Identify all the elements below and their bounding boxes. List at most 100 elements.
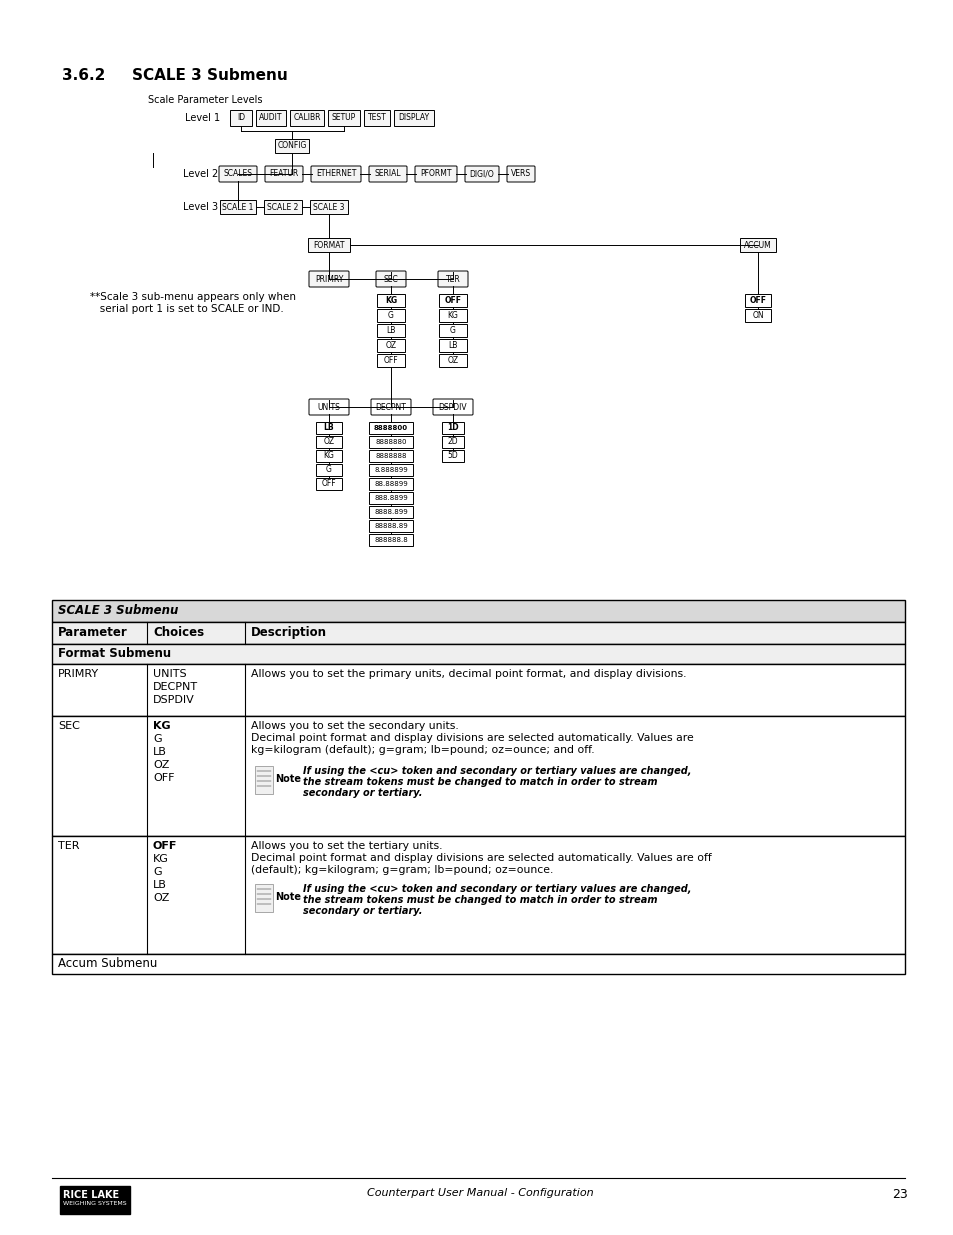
Text: SCALE 2: SCALE 2 [267,203,298,211]
Bar [315,422,341,433]
Text: LB: LB [386,326,395,335]
Text: RICE LAKE: RICE LAKE [63,1191,119,1200]
Text: 3.6.2: 3.6.2 [62,68,105,83]
Text: Decimal point format and display divisions are selected automatically. Values ar: Decimal point format and display divisio… [251,734,693,743]
Text: SEC: SEC [383,274,398,284]
Bar [52,622,904,643]
Text: UNITS: UNITS [317,403,340,411]
Bar [275,140,309,153]
Bar [315,464,341,475]
Bar [369,520,413,532]
Text: OZ: OZ [323,437,335,447]
Text: 23: 23 [891,1188,907,1200]
Text: Format Submenu: Format Submenu [58,647,171,659]
FancyBboxPatch shape [265,165,303,182]
Bar [52,600,904,622]
Text: kg=kilogram (default); g=gram; lb=pound; oz=ounce; and off.: kg=kilogram (default); g=gram; lb=pound;… [251,745,594,755]
Text: Accum Submenu: Accum Submenu [58,957,157,969]
Text: (default); kg=kilogram; g=gram; lb=pound; oz=ounce.: (default); kg=kilogram; g=gram; lb=pound… [251,864,553,876]
Bar [441,450,463,462]
FancyBboxPatch shape [309,270,349,287]
Bar [441,436,463,448]
Bar [376,294,405,308]
Bar [369,464,413,475]
Text: DECPNT: DECPNT [152,682,198,692]
Text: G: G [388,311,394,320]
Bar [369,534,413,546]
Bar [740,238,775,252]
Text: G: G [326,466,332,474]
Bar [376,354,405,367]
Text: OZ: OZ [385,341,396,350]
Text: 888.8899: 888.8899 [374,495,408,501]
Text: LB: LB [448,341,457,350]
Bar [52,953,904,974]
Text: SERIAL: SERIAL [375,169,401,179]
Bar [52,643,904,664]
Bar [220,200,255,214]
Text: 5D: 5D [447,452,457,461]
Text: PRIMRY: PRIMRY [314,274,343,284]
Bar [254,766,273,794]
Text: OZ: OZ [152,893,170,903]
Bar [441,422,463,433]
Text: **Scale 3 sub-menu appears only when
   serial port 1 is set to SCALE or IND.: **Scale 3 sub-menu appears only when ser… [90,291,295,314]
Text: Parameter: Parameter [58,626,128,638]
Text: WEIGHING SYSTEMS: WEIGHING SYSTEMS [63,1200,127,1207]
FancyBboxPatch shape [369,165,407,182]
Text: UNITS: UNITS [152,669,187,679]
Bar [369,436,413,448]
FancyBboxPatch shape [437,270,468,287]
Text: Level 3: Level 3 [183,203,218,212]
Text: Level 2: Level 2 [183,169,218,179]
Text: LB: LB [323,424,334,432]
Text: ON: ON [751,311,763,320]
Text: DECPNT: DECPNT [375,403,406,411]
Bar [376,338,405,352]
Text: FEATUR: FEATUR [269,169,298,179]
FancyBboxPatch shape [433,399,473,415]
Text: 1D: 1D [447,424,458,432]
Text: DIGI/O: DIGI/O [469,169,494,179]
Text: OFF: OFF [749,296,765,305]
Text: SCALE 3 Submenu: SCALE 3 Submenu [58,604,178,618]
Text: PFORMT: PFORMT [420,169,452,179]
Text: LB: LB [152,747,167,757]
Text: TEST: TEST [367,114,386,122]
Bar [438,294,467,308]
Bar [438,354,467,367]
Text: 88888.89: 88888.89 [374,522,408,529]
Text: Description: Description [251,626,327,638]
Text: KG: KG [152,721,171,731]
Text: the stream tokens must be changed to match in order to stream: the stream tokens must be changed to mat… [303,777,657,787]
Bar [744,309,770,322]
Bar [376,324,405,337]
Text: FORMAT: FORMAT [313,241,344,249]
Bar [744,294,770,308]
Text: 8888880: 8888880 [375,438,406,445]
Text: Allows you to set the primary units, decimal point format, and display divisions: Allows you to set the primary units, dec… [251,669,686,679]
Text: SETUP: SETUP [332,114,355,122]
FancyBboxPatch shape [371,399,411,415]
Text: ACCUM: ACCUM [743,241,771,249]
Text: 2D: 2D [447,437,457,447]
Text: Counterpart User Manual - Configuration: Counterpart User Manual - Configuration [366,1188,593,1198]
Text: KG: KG [447,311,458,320]
Text: SCALE 3 Submenu: SCALE 3 Submenu [132,68,288,83]
Bar [254,884,273,911]
Text: DSPDIV: DSPDIV [438,403,467,411]
Text: OZ: OZ [447,356,458,366]
Text: G: G [152,734,161,743]
Text: Allows you to set the secondary units.: Allows you to set the secondary units. [251,721,458,731]
Bar [376,309,405,322]
Text: TER: TER [58,841,79,851]
FancyBboxPatch shape [311,165,360,182]
Text: Note: Note [274,892,301,902]
Text: CONFIG: CONFIG [277,142,307,151]
Text: KG: KG [323,452,335,461]
Bar [369,422,413,433]
Text: SCALE 1: SCALE 1 [222,203,253,211]
Bar [394,110,434,126]
Text: CALIBR: CALIBR [293,114,320,122]
Bar [308,238,350,252]
